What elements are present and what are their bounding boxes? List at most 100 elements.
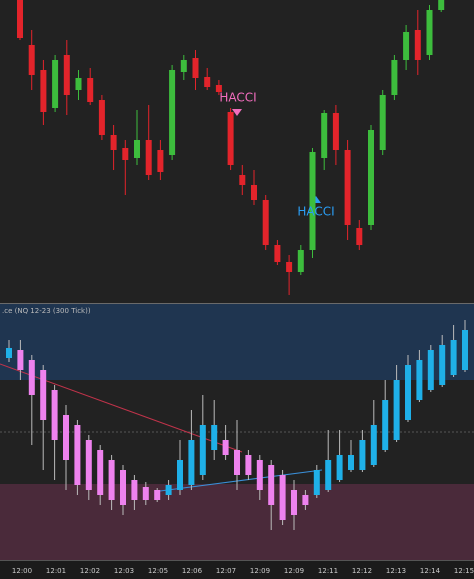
candle-body [268,465,275,505]
candle-body [245,455,252,475]
candle-body [286,262,293,272]
candle-body [450,340,457,375]
x-tick-label: 12:09 [250,567,270,575]
candle-body [97,450,104,495]
candle-body [256,460,263,490]
candle-body [6,348,12,358]
candle-body [63,415,69,460]
candle-body [215,85,222,92]
candle-body [462,330,468,370]
candle-body [427,350,434,390]
candle-body [426,10,433,55]
x-tick-label: 12:00 [12,567,32,575]
x-tick-label: 12:01 [46,567,66,575]
candle-body [204,77,211,87]
candle-body [325,460,332,490]
candle-body [313,470,320,495]
x-tick-label: 12:03 [114,567,134,575]
candle-body [192,58,199,78]
candle-body [85,440,92,490]
candle-body [302,495,309,505]
candle-body [379,95,386,150]
candle-body [98,100,105,135]
candle-body [131,480,138,500]
candle-body [177,460,183,490]
candle-body [211,425,218,450]
candle-body [122,148,129,160]
candle-body [142,487,149,500]
candle-body [344,150,351,225]
candle-body [251,185,257,200]
candle-body [28,360,35,395]
candle-body [63,55,70,95]
trend-line [159,469,323,492]
candle-body [169,70,176,155]
candle-body [297,250,304,272]
candle-body [110,135,117,150]
price-panel [0,0,474,303]
candle-body [309,152,316,250]
annotation: HACCI [297,205,334,219]
candle-body [370,425,377,465]
candle-body [40,370,47,420]
candle-body [87,78,94,102]
candle-body [239,175,246,185]
annotation: HACCI [219,91,256,105]
x-tick-label: 12:05 [148,567,168,575]
candle-body [439,345,446,385]
candle-body [356,228,363,245]
candle-body [154,490,161,500]
x-tick-label: 12:07 [216,567,236,575]
x-tick-label: 12:06 [182,567,203,575]
candle-body [75,78,82,90]
candle-body [188,440,195,485]
candle-body [438,0,445,10]
candle-body [332,113,339,150]
candle-body [145,140,152,175]
candle-body [359,440,366,470]
candle-body [336,455,343,480]
x-tick-label: 12:12 [352,567,372,575]
candle-body [52,60,59,108]
x-tick-label: 12:11 [318,567,338,575]
candle-body [234,450,240,475]
candle-body [51,390,58,440]
candle-body [321,113,328,158]
x-tick-label: 12:02 [80,567,100,575]
candle-body [199,425,206,475]
candle-body [17,0,23,38]
candle-body [405,365,411,420]
candle-body [157,150,164,172]
candle-body [180,60,187,72]
candle-body [368,130,374,225]
candle-body [222,440,229,455]
candle-body [403,32,410,60]
candle-body [279,475,286,520]
lower-zone [0,484,474,560]
candle-body [165,485,172,495]
candle-body [120,470,126,505]
candle-body [291,490,297,515]
x-tick-label: 12:13 [386,567,406,575]
candle-body [262,200,269,245]
candle-body [28,45,35,75]
candle-body [416,360,423,400]
candle-body [108,460,115,500]
upper-zone [0,304,474,380]
candle-body [40,70,47,112]
candle-body [382,400,389,450]
candle-body [414,30,421,60]
panel-title: .ce (NQ 12-23 (300 Tick)) [2,307,91,315]
candle-body [17,350,24,370]
x-tick-label: 12:09 [284,567,304,575]
x-tick-label: 12:14 [420,567,441,575]
candle-body [227,112,234,165]
candle-body [348,455,354,470]
time-axis [0,560,474,579]
candle-body [393,380,400,440]
x-tick-label: 12:15 [454,567,474,575]
candle-body [74,425,81,485]
candle-body [274,245,281,262]
candle-body [391,60,398,95]
